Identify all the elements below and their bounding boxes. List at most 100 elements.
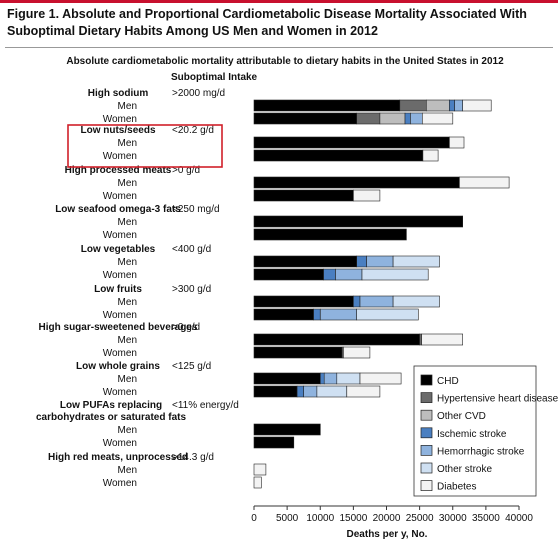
bar-low-pufas-replacing-carbohydrates-or-saturated-fats-men-chd (253, 423, 321, 436)
women-label: Women (103, 310, 137, 321)
group-label-low-seafood-omega-3-fats: Low seafood omega-3 fats (55, 204, 181, 215)
women-label: Women (103, 230, 137, 241)
title-divider (5, 47, 553, 48)
intake-high-red-meats-unprocessed: >14.3 g/d (172, 452, 214, 463)
bar-low-vegetables-men-ischemic-stroke (356, 255, 367, 268)
bar-low-whole-grains-men-diabetes (359, 372, 402, 385)
bar-low-vegetables-men-other-stroke (392, 255, 440, 268)
bar-high-sodium-women-ischemic-stroke (404, 112, 411, 125)
legend-label-other-cvd: Other CVD (437, 411, 486, 422)
bar-high-sodium-men-hemorrhagic-stroke (454, 99, 464, 112)
x-tick-label: 15000 (339, 513, 367, 524)
legend: CHD Hypertensive heart disease Other CVD Is… (413, 365, 558, 497)
bar-low-nuts-seeds-women-chd (253, 149, 424, 162)
x-axis-label: Deaths per y, No. (347, 529, 428, 540)
bar-low-whole-grains-women-hemorrhagic-stroke (303, 385, 318, 398)
bar-low-fruits-men-hemorrhagic-stroke (359, 295, 394, 308)
intake-high-sodium: >2000 mg/d (172, 88, 225, 99)
women-label: Women (103, 270, 137, 281)
x-tick-label: 10000 (306, 513, 334, 524)
bar-high-red-meats-unprocessed-women-diabetes (253, 476, 262, 489)
men-label: Men (118, 101, 137, 112)
x-tick-label: 20000 (373, 513, 401, 524)
x-tick-label: 25000 (406, 513, 434, 524)
bar-low-whole-grains-men-chd (253, 372, 321, 385)
legend-swatch-hypertensive-heart-disease (420, 392, 433, 403)
legend-label-chd: CHD (437, 376, 459, 387)
women-label: Women (103, 191, 137, 202)
bar-high-sodium-women-other-cvd (379, 112, 406, 125)
bar-high-sodium-women-chd (253, 112, 357, 125)
bar-low-whole-grains-women-chd (253, 385, 298, 398)
bar-low-vegetables-men-hemorrhagic-stroke (366, 255, 394, 268)
bar-low-fruits-women-chd (253, 308, 314, 321)
group-label-low-fruits: Low fruits (94, 284, 142, 295)
legend-swatch-ischemic-stroke (420, 427, 433, 439)
legend-frame (413, 365, 537, 497)
bar-low-vegetables-men-chd (253, 255, 357, 268)
legend-swatch-hemorrhagic-stroke (420, 445, 433, 456)
men-label: Men (118, 217, 137, 228)
bar-high-sodium-men-ischemic-stroke (449, 99, 455, 112)
bar-high-sodium-men-diabetes (462, 99, 492, 112)
bar-low-whole-grains-men-hemorrhagic-stroke (323, 372, 338, 385)
legend-label-hypertensive-heart-disease: Hypertensive heart disease (437, 394, 558, 405)
intake-low-nuts-seeds: <20.2 g/d (172, 125, 214, 136)
women-label: Women (103, 151, 137, 162)
women-label: Women (103, 438, 137, 449)
men-label: Men (118, 257, 137, 268)
bar-low-whole-grains-men-other-stroke (336, 372, 361, 385)
bar-low-fruits-men-chd (253, 295, 354, 308)
x-tick-label: 35000 (472, 513, 500, 524)
women-label: Women (103, 114, 137, 125)
legend-label-diabetes: Diabetes (437, 482, 476, 493)
bar-low-nuts-seeds-women-diabetes (422, 149, 439, 162)
bar-high-processed-meats-women-chd (253, 189, 354, 202)
women-label: Women (103, 348, 137, 359)
bar-high-sodium-men-other-cvd (425, 99, 450, 112)
bar-low-vegetables-women-hemorrhagic-stroke (335, 268, 363, 281)
intake-low-vegetables: <400 g/d (172, 244, 211, 255)
legend-swatch-other-cvd (420, 409, 433, 421)
bar-high-sodium-men-chd (253, 99, 401, 112)
bar-low-seafood-omega-3-fats-men-chd (253, 215, 463, 228)
x-tick-label: 40000 (505, 513, 533, 524)
group-label-low-vegetables: Low vegetables (81, 244, 156, 255)
men-label: Men (118, 374, 137, 385)
group-label-high-sodium: High sodium (88, 88, 149, 99)
legend-label-other-stroke: Other stroke (437, 464, 492, 475)
intake-high-sugar-sweetened-beverages: >0 g/d (172, 322, 200, 333)
group-label-high-sugar-sweetened-beverages: High sugar-sweetened beverages (39, 322, 198, 333)
x-tick-label: 5000 (276, 513, 299, 524)
group-label-low-pufas-replacing-carbohydrates-or-saturated-fats: Low PUFAs replacing carbohydrates or satu… (36, 400, 186, 423)
bar-low-fruits-men-other-stroke (392, 295, 440, 308)
bar-low-whole-grains-women-ischemic-stroke (296, 385, 305, 398)
bar-low-fruits-women-hemorrhagic-stroke (319, 308, 357, 321)
bar-high-processed-meats-women-diabetes (353, 189, 381, 202)
bar-low-nuts-seeds-men-chd (253, 136, 450, 149)
women-label: Women (103, 387, 137, 398)
bar-low-seafood-omega-3-fats-women-chd (253, 228, 407, 241)
bar-high-processed-meats-men-diabetes (459, 176, 510, 189)
bar-high-red-meats-unprocessed-men-diabetes (253, 463, 267, 476)
men-label: Men (118, 465, 137, 476)
bar-high-sodium-men-hypertensive-heart-disease (399, 99, 427, 112)
intake-high-processed-meats: >0 g/d (172, 165, 200, 176)
group-label-high-processed-meats: High processed meats (65, 165, 172, 176)
title-accent-bar (0, 0, 558, 3)
men-label: Men (118, 297, 137, 308)
figure-title: Figure 1. Absolute and Proportional Card… (7, 7, 527, 38)
highlight-box (67, 124, 223, 168)
bar-low-fruits-women-ischemic-stroke (313, 308, 321, 321)
bar-high-sugar-sweetened-beverages-women-diabetes (343, 346, 371, 359)
bar-high-processed-meats-men-chd (253, 176, 460, 189)
column-header: Suboptimal Intake (171, 72, 258, 83)
bar-low-whole-grains-women-diabetes (346, 385, 381, 398)
bar-low-nuts-seeds-men-diabetes (449, 136, 465, 149)
bar-low-vegetables-women-chd (253, 268, 324, 281)
bar-low-vegetables-women-other-stroke (361, 268, 429, 281)
legend-swatch-chd (420, 374, 433, 386)
bar-high-sugar-sweetened-beverages-men-diabetes (421, 333, 464, 346)
women-label: Women (103, 478, 137, 489)
